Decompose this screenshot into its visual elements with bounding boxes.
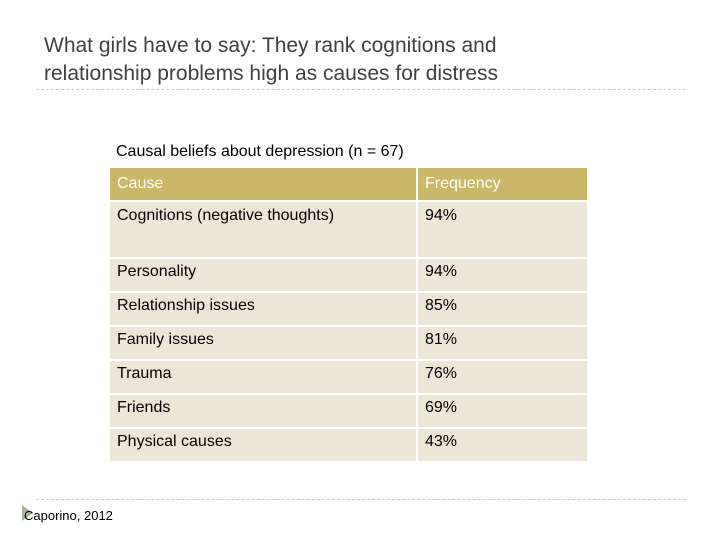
cause-cell: Cognitions (negative thoughts): [108, 200, 418, 259]
cause-cell: Relationship issues: [108, 291, 418, 327]
frequency-cell: 94%: [416, 200, 589, 259]
table-caption: Causal beliefs about depression (n = 67): [116, 143, 404, 160]
play-triangle-icon: [22, 505, 33, 521]
frequency-cell: 85%: [416, 291, 589, 327]
title-divider: [36, 89, 686, 90]
frequency-cell: 94%: [416, 257, 589, 293]
causal-beliefs-table: Cause Frequency Cognitions (negative tho…: [108, 166, 589, 463]
cause-cell: Trauma: [108, 359, 418, 395]
slide-title: What girls have to say: They rank cognit…: [44, 32, 684, 88]
footer-divider: [36, 499, 686, 500]
slide-title-line-2: relationship problems high as causes for…: [44, 62, 499, 85]
table-row: Physical causes 43%: [108, 427, 589, 463]
table-row: Relationship issues 85%: [108, 291, 589, 327]
cause-cell: Physical causes: [108, 427, 418, 463]
header-cause: Cause: [108, 166, 418, 202]
table-row: Family issues 81%: [108, 325, 589, 361]
table-row: Personality 94%: [108, 257, 589, 293]
cause-cell: Friends: [108, 393, 418, 429]
table-row: Friends 69%: [108, 393, 589, 429]
slide-title-line-1: What girls have to say: They rank cognit…: [44, 34, 497, 57]
cause-cell: Family issues: [108, 325, 418, 361]
frequency-cell: 43%: [416, 427, 589, 463]
header-frequency: Frequency: [416, 166, 589, 202]
frequency-cell: 69%: [416, 393, 589, 429]
frequency-cell: 81%: [416, 325, 589, 361]
cause-cell: Personality: [108, 257, 418, 293]
frequency-cell: 76%: [416, 359, 589, 395]
table-header-row: Cause Frequency: [108, 166, 589, 202]
table-row: Trauma 76%: [108, 359, 589, 395]
citation: Caporino, 2012: [24, 508, 113, 523]
table-row: Cognitions (negative thoughts) 94%: [108, 200, 589, 259]
